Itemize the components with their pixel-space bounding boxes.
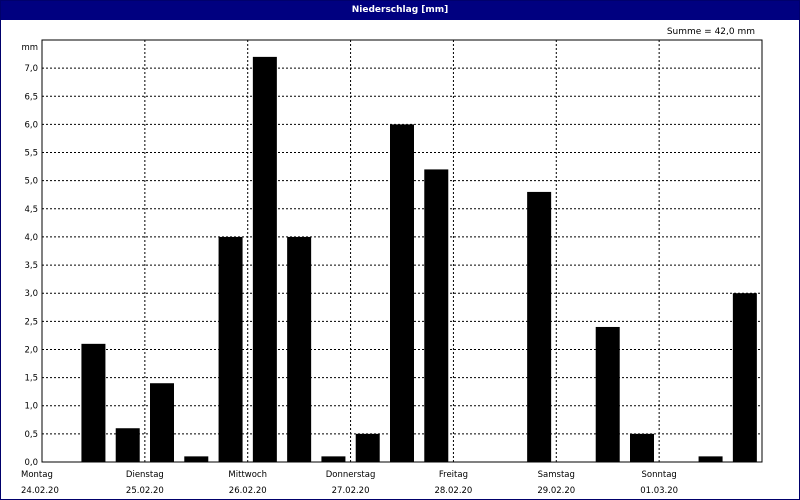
y-tick-label: 4,0 [24,233,38,243]
x-tick-day: Sonntag [641,470,676,480]
y-tick-label: 0,5 [24,430,38,440]
x-tick-date: 28.02.20 [434,486,472,496]
bar [527,191,552,463]
x-tick-day: Montag [21,470,53,480]
y-tick-label: 3,5 [24,261,38,271]
y-tick-label: 0,0 [24,458,38,468]
x-tick-day: Freitag [439,470,468,480]
x-tick-date: 24.02.20 [21,486,59,496]
bar [218,236,243,462]
bar [287,236,312,462]
x-tick-day: Samstag [538,470,575,480]
y-tick-label: 3,0 [24,289,38,299]
bar [732,293,757,462]
bar [184,456,209,462]
bar [630,433,654,462]
bar [115,428,140,462]
bar [355,433,380,462]
x-tick-day: Dienstag [126,470,164,480]
y-tick-label: 1,0 [24,402,38,412]
bar [150,383,174,462]
y-tick-label: 7,0 [24,64,38,74]
x-tick-day: Donnerstag [326,470,376,480]
x-tick-date: 27.02.20 [332,486,370,496]
x-tick-day: Mittwoch [228,470,267,480]
y-axis-unit: mm [21,43,38,53]
bar [424,169,449,462]
y-tick-label: 2,0 [24,345,38,355]
y-tick-label: 1,5 [24,374,38,384]
bar [321,456,346,462]
x-tick-date: 26.02.20 [229,486,267,496]
y-tick-label: 2,5 [24,317,38,327]
y-tick-label: 5,5 [24,149,38,159]
chart-title: Niederschlag [mm] [1,1,799,20]
y-tick-label: 6,0 [24,120,38,130]
x-tick-date: 01.03.20 [640,486,678,496]
y-tick-label: 4,5 [24,205,38,215]
bar [595,326,620,462]
bar [698,456,723,462]
bar [390,124,414,463]
bar [252,56,277,462]
x-tick-date: 29.02.20 [537,486,575,496]
x-tick-date: 25.02.20 [126,486,164,496]
y-tick-label: 5,0 [24,177,38,187]
y-tick-label: 6,5 [24,92,38,102]
bar [81,343,106,462]
sum-label: Summe = 42,0 mm [666,27,755,37]
plot-border [41,39,763,463]
